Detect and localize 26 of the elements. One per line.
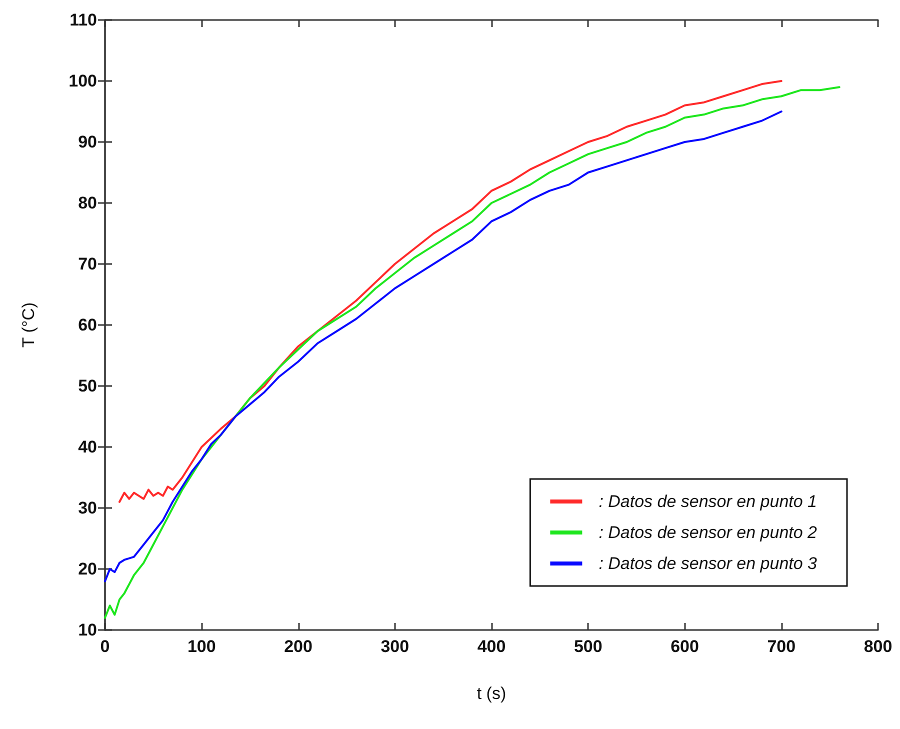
- x-tick-label: 600: [670, 637, 699, 656]
- x-tick-label: 0: [100, 637, 110, 656]
- y-tick-label: 110: [70, 10, 97, 30]
- y-tick-label: 80: [78, 194, 97, 212]
- legend-label: : Datos de sensor en punto 1: [598, 492, 817, 511]
- x-tick-label: 100: [187, 637, 216, 656]
- legend-label: : Datos de sensor en punto 3: [598, 554, 818, 573]
- y-tick-label: 20: [78, 560, 97, 578]
- y-tick-label: 40: [78, 438, 97, 456]
- line-series: [104, 86, 840, 619]
- y-tick-label: 30: [78, 498, 97, 518]
- y-axis-title: T (°C): [19, 302, 38, 348]
- x-tick-label: 200: [284, 637, 312, 656]
- y-tick-label: 100: [68, 72, 97, 90]
- y-tick-label: 10: [78, 620, 97, 640]
- x-tick-label: 800: [864, 637, 892, 656]
- x-tick-label: 500: [574, 637, 602, 656]
- y-tick-label: 50: [78, 376, 97, 396]
- y-tick-label: 60: [78, 316, 97, 334]
- legend-label: : Datos de sensor en punto 2: [598, 523, 818, 542]
- x-tick-label: 400: [477, 637, 506, 656]
- x-tick-label: 700: [767, 637, 796, 656]
- y-tick-label: 90: [78, 132, 97, 152]
- x-tick-label: 300: [380, 637, 410, 656]
- x-axis-title: t (s): [476, 684, 506, 703]
- y-tick-label: 70: [78, 254, 97, 274]
